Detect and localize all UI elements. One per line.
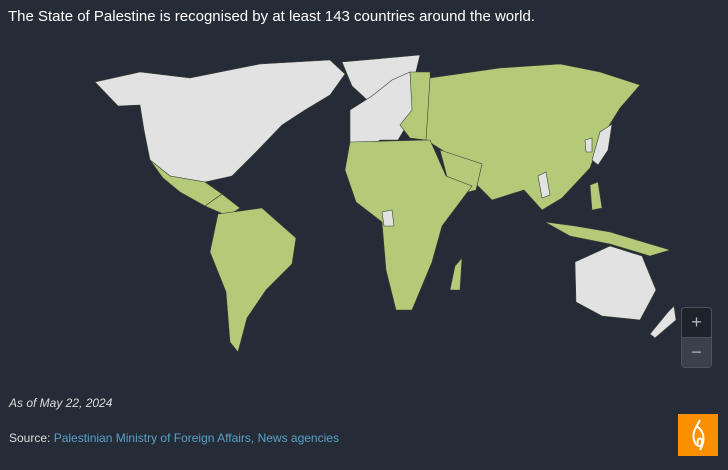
country-south-america[interactable] bbox=[209, 207, 297, 353]
al-jazeera-logo-icon bbox=[692, 419, 705, 451]
al-jazeera-logo[interactable] bbox=[678, 414, 718, 456]
zoom-out-button[interactable]: − bbox=[682, 337, 711, 367]
source-link[interactable]: Palestinian Ministry of Foreign Affairs,… bbox=[53, 431, 339, 445]
country-cameroon[interactable] bbox=[381, 209, 395, 227]
country-north-america[interactable] bbox=[94, 59, 346, 183]
world-map[interactable] bbox=[0, 40, 728, 380]
zoom-controls: + − bbox=[681, 307, 712, 368]
source-label: Source: bbox=[9, 431, 51, 445]
source-line: Source: Palestinian Ministry of Foreign … bbox=[9, 431, 339, 445]
country-japan[interactable] bbox=[591, 123, 613, 166]
country-madagascar[interactable] bbox=[449, 257, 463, 291]
country-philippines[interactable] bbox=[589, 181, 603, 211]
country-korea[interactable] bbox=[584, 137, 593, 153]
as-of-date: As of May 22, 2024 bbox=[9, 396, 113, 410]
country-central-america[interactable] bbox=[204, 193, 241, 217]
country-australia[interactable] bbox=[574, 245, 657, 321]
country-new-zealand[interactable] bbox=[649, 305, 677, 339]
country-africa[interactable] bbox=[344, 139, 473, 311]
country-indonesia[interactable] bbox=[544, 221, 672, 257]
country-myanmar[interactable] bbox=[537, 171, 551, 199]
map-title: The State of Palestine is recognised by … bbox=[8, 8, 535, 25]
zoom-in-button[interactable]: + bbox=[682, 308, 711, 337]
